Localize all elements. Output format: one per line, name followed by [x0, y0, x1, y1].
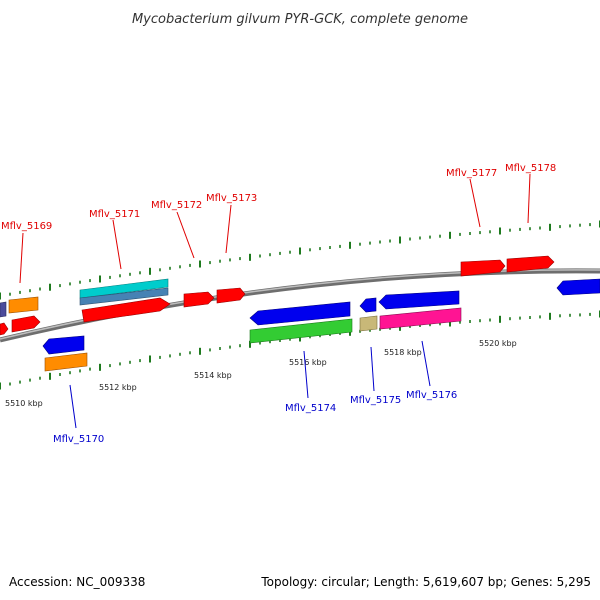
leader-mflv-5173 — [225, 204, 232, 254]
gene-label-mflv-5178[interactable]: Mflv_5178 — [505, 163, 556, 174]
gene-arrow-mflv-5170[interactable] — [44, 352, 88, 372]
gene-arrow-left-purple[interactable] — [0, 301, 7, 318]
leader-mflv-5170 — [69, 384, 77, 429]
leader-mflv-5172 — [176, 211, 195, 259]
gene-label-mflv-5169[interactable]: Mflv_5169 — [1, 221, 52, 232]
scale-label-5516: 5516 kbp — [289, 358, 327, 367]
gene-arrow-mflv-5171-cyan[interactable] — [79, 278, 169, 299]
scale-label-5512: 5512 kbp — [99, 383, 137, 392]
gene-arrow-mflv-5172[interactable] — [183, 291, 215, 308]
gene-arrow-mflv-5177[interactable] — [460, 259, 506, 277]
leader-mflv-5175 — [370, 346, 375, 392]
gene-label-mflv-5170[interactable]: Mflv_5170 — [53, 434, 104, 445]
leader-mflv-5169 — [19, 232, 24, 284]
gene-labels-reverse: Mflv_5170 Mflv_5174 Mflv_5175 Mflv_5176 — [53, 390, 457, 445]
gene-label-mflv-5175[interactable]: Mflv_5175 — [350, 395, 401, 406]
gene-arrow-mflv-5171-steel[interactable] — [79, 287, 169, 306]
gene-arrow-right-blue[interactable] — [556, 278, 600, 296]
label-leader-lines-reverse — [69, 340, 431, 429]
gene-arrow-mflv-5175-blue[interactable] — [359, 297, 377, 313]
map-title: Mycobacterium gilvum PYR-GCK, complete g… — [132, 12, 468, 27]
gene-label-mflv-5172[interactable]: Mflv_5172 — [151, 200, 202, 211]
gene-arrow-mflv-5174-blue[interactable] — [249, 301, 351, 326]
scale-label-5514: 5514 kbp — [194, 371, 232, 380]
label-leader-lines — [19, 173, 531, 284]
gene-arrow-mflv-5178[interactable] — [506, 255, 555, 273]
genome-summary-text: Topology: circular; Length: 5,619,607 bp… — [260, 575, 591, 589]
gene-arrow-mflv-5174[interactable] — [249, 318, 353, 344]
forward-tick-row — [0, 220, 600, 300]
leader-mflv-5176 — [421, 340, 431, 387]
gene-arrow-left-orange[interactable] — [8, 296, 39, 314]
gene-arrow-left-red-1[interactable] — [11, 315, 41, 333]
gene-arrow-mflv-5170-blue[interactable] — [42, 335, 85, 355]
gene-label-mflv-5171[interactable]: Mflv_5171 — [89, 209, 140, 220]
gene-arrow-left-red-2[interactable] — [0, 322, 9, 336]
leader-mflv-5177 — [469, 178, 481, 228]
gene-arrow-mflv-5176[interactable] — [379, 307, 462, 330]
gene-label-mflv-5174[interactable]: Mflv_5174 — [285, 403, 336, 414]
gene-arrow-mflv-5173[interactable] — [216, 287, 246, 304]
gene-label-mflv-5176[interactable]: Mflv_5176 — [406, 390, 457, 401]
leader-mflv-5171 — [112, 219, 122, 270]
gene-label-mflv-5177[interactable]: Mflv_5177 — [446, 168, 497, 179]
gene-labels-forward: Mflv_5169 Mflv_5171 Mflv_5172 Mflv_5173 … — [1, 163, 556, 232]
leader-mflv-5178 — [527, 173, 531, 224]
accession-text: Accession: NC_009338 — [9, 575, 145, 589]
gene-label-mflv-5173[interactable]: Mflv_5173 — [206, 193, 257, 204]
gene-arrow-mflv-5176-blue[interactable] — [378, 290, 460, 310]
feature-track-reverse — [42, 278, 600, 372]
scale-label-5520: 5520 kbp — [479, 339, 517, 348]
scale-label-5518: 5518 kbp — [384, 348, 422, 357]
feature-track-forward — [0, 255, 555, 336]
leader-mflv-5174 — [303, 350, 309, 399]
gene-arrow-mflv-5171[interactable] — [81, 297, 171, 323]
gene-arrow-mflv-5175[interactable] — [359, 315, 378, 332]
scale-label-5510: 5510 kbp — [5, 399, 43, 408]
